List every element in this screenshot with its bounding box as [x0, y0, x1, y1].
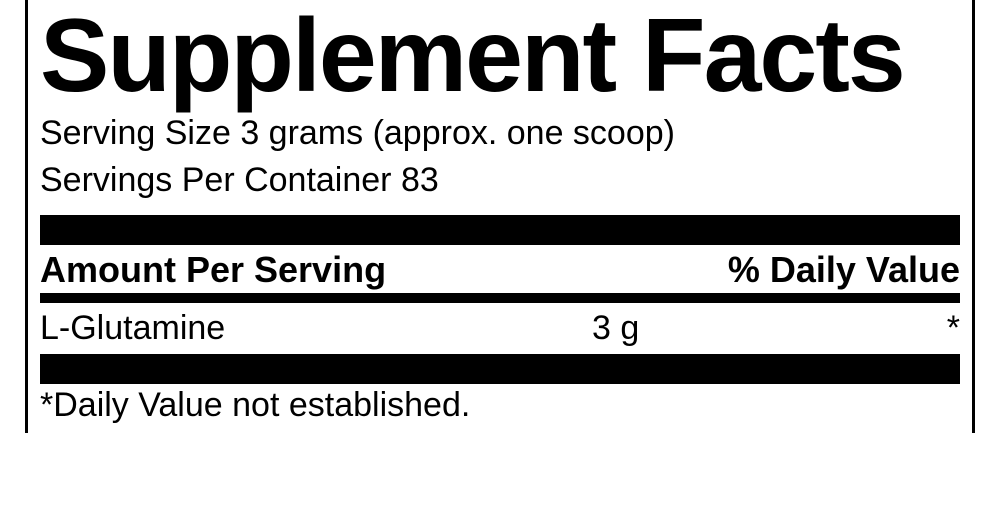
ingredient-name: L-Glutamine — [40, 309, 592, 348]
supplement-facts-panel: Supplement Facts Serving Size 3 grams (a… — [25, 0, 975, 433]
amount-per-serving-label: Amount Per Serving — [40, 249, 386, 291]
ingredient-row: L-Glutamine 3 g * — [40, 305, 960, 354]
divider-thin — [40, 293, 960, 303]
daily-value-label: % Daily Value — [728, 249, 960, 291]
ingredient-amount: 3 g — [592, 309, 776, 348]
servings-per-container-line: Servings Per Container 83 — [40, 159, 960, 202]
ingredient-daily-value: * — [776, 309, 960, 348]
divider-thick-top — [40, 215, 960, 245]
column-header-row: Amount Per Serving % Daily Value — [40, 245, 960, 293]
panel-title: Supplement Facts — [40, 0, 960, 108]
divider-thick-bottom — [40, 354, 960, 384]
serving-size-line: Serving Size 3 grams (approx. one scoop) — [40, 112, 960, 155]
footnote: *Daily Value not established. — [40, 384, 960, 425]
